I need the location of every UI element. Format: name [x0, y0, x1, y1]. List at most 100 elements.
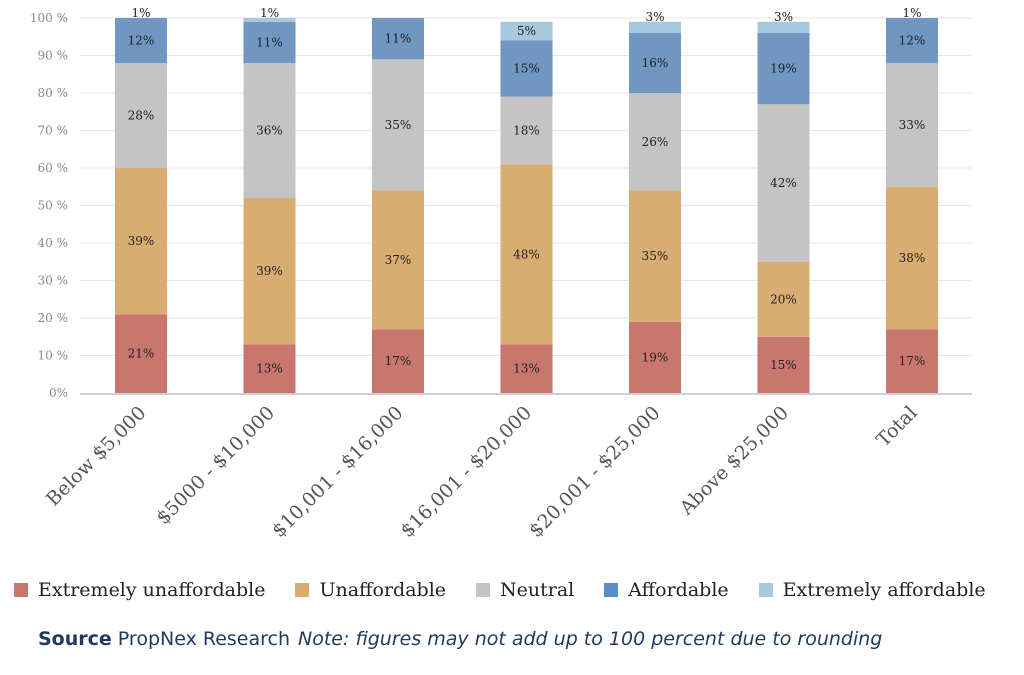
y-tick-label: 60 %: [38, 161, 69, 175]
legend: Extremely unaffordable Unaffordable Neut…: [14, 575, 1019, 605]
data-label: 21%: [128, 347, 155, 361]
bar-segment: [629, 190, 681, 322]
legend-swatch: [604, 583, 619, 597]
data-label: 16%: [642, 56, 669, 70]
y-tick-label: 90 %: [38, 49, 69, 63]
x-axis-ticks: Below $5,000 $5000 - $10,000$10,001 - $16…: [42, 402, 922, 542]
data-label: 12%: [128, 34, 155, 48]
data-label: 19%: [770, 62, 797, 76]
y-axis-ticks: 0% 10 % 20 % 30 % 40 % 50 % 60 % 70 % 80 % 90 % 10…: [30, 11, 68, 400]
data-label: 5%: [517, 24, 536, 38]
legend-swatch: [476, 583, 491, 597]
data-label: 39%: [256, 264, 283, 278]
legend-swatch: [295, 583, 310, 597]
data-label: 33%: [899, 118, 926, 132]
data-label: 17%: [385, 354, 412, 368]
bar-segment: [886, 186, 938, 330]
bar-segment: [243, 21, 296, 63]
bar-segment: [757, 336, 810, 393]
bar-segment: [757, 21, 810, 33]
data-label: 36%: [256, 124, 283, 138]
data-label: 37%: [385, 253, 412, 267]
bar-segment: [629, 21, 681, 33]
data-label: 13%: [513, 362, 540, 376]
bar-segment: [115, 63, 167, 168]
legend-item-extremely-affordable: Extremely affordable: [758, 579, 986, 601]
y-tick-label: 0%: [49, 386, 68, 400]
bar-segment: [372, 59, 424, 191]
data-label: 35%: [642, 249, 669, 263]
bar-segment: [757, 261, 810, 337]
data-label: 1%: [260, 6, 279, 20]
note-text: : figures may not add up to 100 percent …: [343, 628, 883, 650]
bar-segment: [500, 40, 553, 97]
bars: [115, 18, 938, 393]
data-label: 1%: [902, 6, 921, 20]
data-label: 11%: [256, 35, 283, 49]
x-tick-label: Above $25,000: [675, 402, 793, 520]
data-label: 17%: [899, 354, 926, 368]
bar-segment: [500, 21, 553, 41]
bar-segment: [243, 18, 296, 22]
bar-segment: [886, 18, 938, 63]
data-label: 39%: [128, 234, 155, 248]
data-label: 15%: [770, 358, 797, 372]
y-tick-label: 40 %: [38, 236, 69, 250]
data-label: 19%: [642, 350, 669, 364]
y-tick-label: 20 %: [38, 311, 69, 325]
x-tick-label: $5000 - $10,000: [152, 402, 279, 529]
bar-segment: [629, 33, 681, 93]
bar-segment: [886, 63, 938, 187]
y-tick-label: 80 %: [38, 86, 69, 100]
data-label: 42%: [770, 176, 797, 190]
data-label: 20%: [770, 292, 797, 306]
x-tick-label: Total: [872, 402, 921, 451]
data-label: 3%: [645, 10, 664, 24]
source-note: Note: figures may not add up to 100 perc…: [298, 628, 882, 650]
x-tick-label: Below $5,000: [42, 402, 151, 511]
source-title: Source: [38, 628, 112, 650]
legend-label: Affordable: [628, 579, 729, 601]
bar-segment: [372, 18, 424, 60]
legend-item-neutral: Neutral: [476, 579, 574, 601]
legend-item-affordable: Affordable: [604, 579, 729, 601]
data-label: 3%: [774, 10, 793, 24]
data-label: 12%: [899, 34, 926, 48]
bar-segment: [629, 321, 681, 393]
data-label: 48%: [513, 247, 540, 261]
x-tick-label: $20,001 - $25,000: [525, 402, 665, 542]
legend-swatch: [758, 583, 773, 597]
bar-segment: [629, 93, 681, 191]
legend-swatch: [14, 583, 28, 597]
data-labels: 21% 39% 28% 12% 1% 13% 39% 36% 11% 1% 17% 37% 35% 11%…: [128, 6, 926, 376]
data-label: 28%: [128, 109, 155, 123]
data-label: 15%: [513, 62, 540, 76]
data-label: 18%: [513, 124, 540, 138]
bar-segment: [115, 314, 167, 393]
bar-segment: [886, 329, 938, 393]
legend-item-unaffordable: Unaffordable: [295, 579, 446, 601]
data-label: 35%: [385, 118, 412, 132]
bar-segment: [115, 168, 167, 315]
data-label: 38%: [899, 251, 926, 265]
bar-segment: [500, 164, 553, 345]
stacked-bar-chart: 0% 10 % 20 % 30 % 40 % 50 % 60 % 70 % 80 % 90 % 10…: [30, 6, 972, 542]
y-tick-label: 100 %: [30, 11, 68, 25]
legend-label: Extremely affordable: [782, 579, 986, 601]
note-label: Note: [298, 628, 343, 650]
source-text: PropNex Research: [117, 628, 291, 650]
legend-label: Extremely unaffordable: [38, 579, 266, 601]
source-line: Source PropNex Research Note: figures may …: [38, 628, 998, 650]
x-tick-label: $10,001 - $16,000: [268, 402, 408, 542]
bar-segment: [500, 344, 553, 393]
bar-segment: [500, 96, 553, 165]
y-tick-label: 10 %: [38, 349, 69, 363]
y-tick-label: 30 %: [38, 274, 69, 288]
legend-item-extremely-unaffordable: Extremely unaffordable: [14, 579, 265, 601]
bar-segment: [757, 33, 810, 105]
legend-label: Neutral: [500, 579, 575, 601]
bar-segment: [243, 344, 296, 393]
bar-segment: [243, 63, 296, 198]
legend-label: Unaffordable: [319, 579, 447, 601]
bar-segment: [372, 190, 424, 330]
